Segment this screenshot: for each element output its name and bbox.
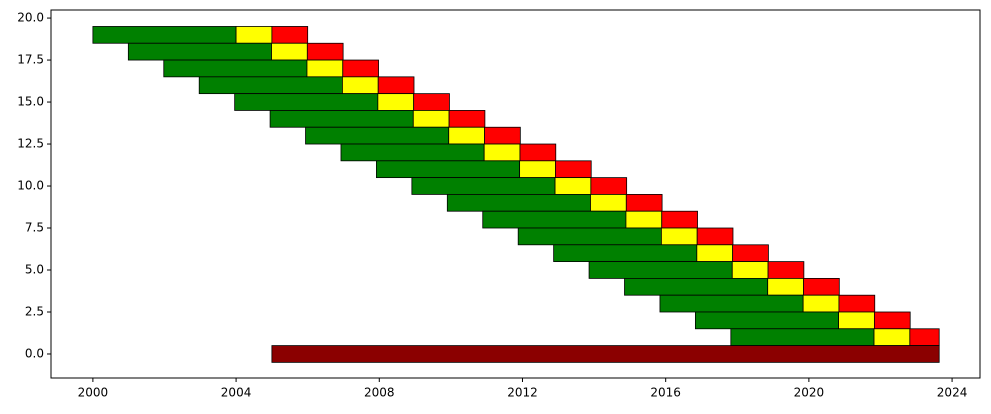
bar-segment [553,244,698,263]
bar-segment [588,261,733,279]
bar-segment [624,277,769,296]
y-tick-label: 15.0 [17,95,44,109]
bar-segment [413,93,450,111]
bar-segment [271,26,309,44]
bar-segment [342,59,379,78]
bar-segment [873,311,911,330]
bar-segment [412,110,450,128]
bar-segment [377,93,415,111]
bar-segment [448,126,485,145]
y-tick-label: 7.5 [25,221,44,235]
bar-segment [482,210,627,229]
bar-segment [554,177,592,195]
y-tick-label: 5.0 [25,263,44,277]
bar-segment [732,244,769,263]
bar-segment [446,194,591,212]
bar-segment [555,160,592,179]
bar-segment [306,42,344,61]
bar-segment [235,26,273,44]
bar-segment [730,328,875,346]
bar-segment [696,227,734,246]
bar-segment [625,194,663,212]
bar-segment [340,143,485,162]
bar-segment [873,328,911,346]
bar-segment [376,160,521,179]
bar-segment [306,59,344,78]
bar-segment [517,227,662,246]
bar-segment [269,110,414,128]
bar-segment [271,42,308,61]
y-tick-label: 0.0 [25,346,44,360]
y-tick-label: 20.0 [17,11,44,25]
bar-segment [731,261,769,279]
bar-segment [234,93,379,111]
x-tick-label: 2016 [650,386,681,400]
bar-segment [271,345,940,363]
bar-segment [590,194,627,212]
bar-segment [767,261,805,279]
bar-segment [411,177,556,195]
bar-segment [696,244,734,263]
bar-segment [92,26,237,44]
bar-segment [377,76,415,95]
bar-segment [767,277,804,296]
x-tick-label: 2000 [78,386,109,400]
y-tick-label: 10.0 [17,179,44,193]
bar-segment [803,277,840,296]
bar-segment [519,160,556,179]
axes-frame [50,9,981,379]
bar-segment [448,110,486,128]
x-tick-label: 2012 [507,386,538,400]
bar-segment [342,76,379,95]
x-tick-label: 2004 [221,386,252,400]
bar-segment [127,42,272,61]
bar-segment [484,126,521,145]
bar-segment [659,294,804,313]
bar-segment [909,328,940,346]
x-tick-label: 2008 [364,386,395,400]
x-tick-label: 2024 [937,386,968,400]
bar-segment [590,177,628,195]
bar-segment [660,227,698,246]
y-tick-label: 2.5 [25,304,44,318]
bar-segment [198,76,343,95]
bar-segment [694,311,839,330]
bar-segment [661,210,698,229]
y-tick-label: 12.5 [17,137,44,151]
x-tick-label: 2020 [794,386,825,400]
bar-segment [483,143,521,162]
bar-segment [802,294,840,313]
bar-segment [305,126,450,145]
y-tick-label: 17.5 [17,53,44,67]
bar-segment [163,59,308,78]
bar-segment [625,210,663,229]
bar-segment [838,294,876,313]
bar-segment [519,143,557,162]
bar-segment [838,311,875,330]
